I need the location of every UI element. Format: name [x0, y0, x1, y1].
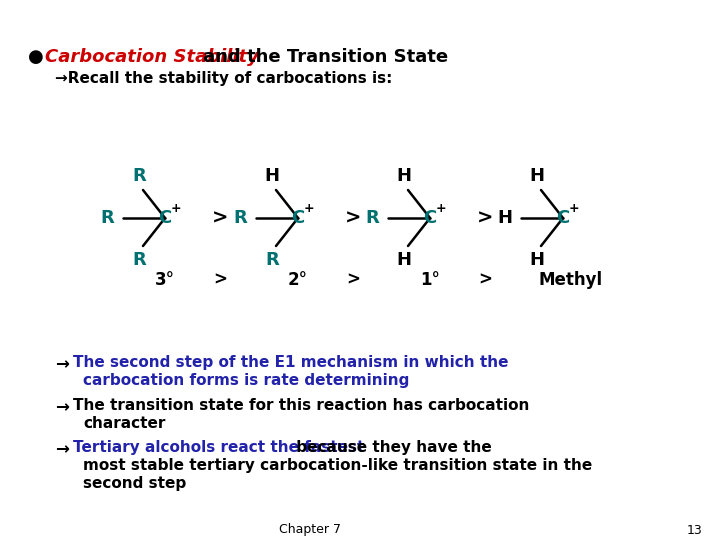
- Text: R: R: [132, 251, 146, 269]
- Text: R: R: [100, 209, 114, 227]
- Text: C: C: [158, 209, 171, 227]
- Text: >: >: [213, 271, 227, 289]
- Text: >: >: [477, 208, 493, 227]
- Text: +: +: [304, 202, 315, 215]
- Text: H: H: [529, 167, 544, 185]
- Text: →: →: [55, 355, 69, 373]
- Text: 13: 13: [687, 523, 703, 537]
- Text: >: >: [346, 271, 360, 289]
- Text: carbocation forms is rate determining: carbocation forms is rate determining: [83, 373, 410, 388]
- Text: →: →: [55, 440, 69, 458]
- Text: Chapter 7: Chapter 7: [279, 523, 341, 537]
- Text: character: character: [83, 416, 166, 431]
- Text: 3°: 3°: [155, 271, 175, 289]
- Text: H: H: [529, 251, 544, 269]
- Text: C: C: [292, 209, 305, 227]
- Text: second step: second step: [83, 476, 186, 491]
- Text: C: C: [557, 209, 570, 227]
- Text: and the Transition State: and the Transition State: [197, 48, 448, 66]
- Text: +: +: [569, 202, 580, 215]
- Text: +: +: [436, 202, 446, 215]
- Text: C: C: [423, 209, 436, 227]
- Text: Carbocation Stability: Carbocation Stability: [45, 48, 259, 66]
- Text: most stable tertiary carbocation-like transition state in the: most stable tertiary carbocation-like tr…: [83, 458, 593, 473]
- Text: >: >: [345, 208, 361, 227]
- Text: R: R: [365, 209, 379, 227]
- Text: 2°: 2°: [288, 271, 308, 289]
- Text: H: H: [264, 167, 279, 185]
- Text: R: R: [265, 251, 279, 269]
- Text: →: →: [55, 398, 69, 416]
- Text: ●: ●: [28, 48, 44, 66]
- Text: +: +: [171, 202, 181, 215]
- Text: →Recall the stability of carbocations is:: →Recall the stability of carbocations is…: [55, 71, 392, 85]
- Text: >: >: [212, 208, 228, 227]
- Text: Tertiary alcohols react the fastest: Tertiary alcohols react the fastest: [73, 440, 364, 455]
- Text: >: >: [478, 271, 492, 289]
- Text: because they have the: because they have the: [291, 440, 492, 455]
- Text: The transition state for this reaction has carbocation: The transition state for this reaction h…: [73, 398, 529, 413]
- Text: H: H: [397, 167, 412, 185]
- Text: Methyl: Methyl: [539, 271, 603, 289]
- Text: The second step of the E1 mechanism in which the: The second step of the E1 mechanism in w…: [73, 355, 508, 370]
- Text: 1°: 1°: [420, 271, 440, 289]
- Text: R: R: [132, 167, 146, 185]
- Text: H: H: [397, 251, 412, 269]
- Text: H: H: [498, 209, 513, 227]
- Text: R: R: [233, 209, 247, 227]
